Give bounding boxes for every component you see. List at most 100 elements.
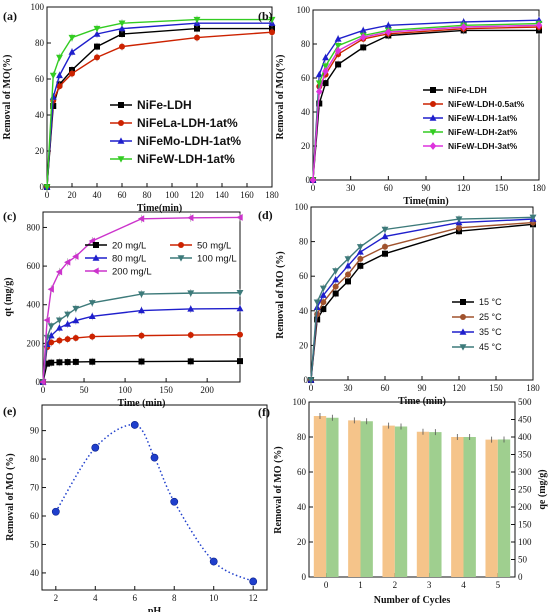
y-tick-label: 40 [301,107,311,117]
data-point [322,80,329,87]
data-point [334,35,342,42]
series-line [46,22,272,188]
data-point [382,243,388,250]
x-tick-label: 5 [496,580,501,590]
bar-removal [382,425,395,577]
data-point [385,28,392,36]
data-point [94,43,100,50]
data-point [187,358,194,365]
legend-entry: 200 mg/L [112,266,152,277]
y-tick-label: 80 [301,39,311,49]
data-point [268,16,276,24]
data-point [93,30,101,37]
x-tick-label: 0 [45,190,50,200]
data-point [344,256,352,263]
data-point [44,360,51,367]
data-point [357,262,364,269]
y-tick-label: 60 [297,467,307,477]
legend-entry: NiFeLa-LDH-1at% [137,116,238,130]
data-point [72,316,80,324]
y-right-tick-label: 200 [518,502,532,512]
data-point [69,70,75,77]
y-tick-label: 40 [299,306,309,316]
y-tick-label: 70 [30,483,40,493]
y-tick-label: 80 [35,38,45,48]
data-point [64,258,71,266]
legend-marker [429,114,437,121]
y-axis-label: Removal of MO (%) [5,453,16,540]
trend-curve [55,424,254,583]
series-0 [308,220,536,384]
legend: 15 °C 25 °C 35 °C 45 °C [452,297,502,352]
data-point [138,306,145,314]
series-line [46,18,272,188]
legend-entry: 15 °C [479,297,502,307]
x-tick-label: 0 [311,183,316,193]
data-point [334,43,342,50]
panel-e: 2 4 6 8 10 12 40 50 60 70 80 90 (e) pH Removal of MO (… [3,404,268,612]
data-point [315,87,323,96]
data-point [319,285,327,292]
legend-marker [117,137,125,144]
legend-marker [459,344,467,351]
x-tick-label: 6 [133,593,138,603]
data-point [119,43,125,50]
data-point [307,377,315,384]
x-axis-label: Number of Cycles [374,595,451,606]
panel-label: (d) [258,208,273,222]
y-tick-label: 60 [299,271,309,281]
data-point [455,216,463,223]
y-tick-label: 20 [297,537,307,547]
series-3 [307,213,537,384]
y-tick-label: 40 [297,502,307,512]
y-tick-label: 60 [30,511,40,521]
legend-entry: NiFeW-LDH-0.5at% [448,99,525,109]
y-tick-label: 90 [30,426,40,436]
data-point [43,316,50,324]
series-line [42,292,241,383]
data-point [187,214,194,222]
legend-entry: 80 mg/L [112,253,146,264]
data-point [332,283,339,290]
x-tick-label: 4 [461,580,466,590]
data-point [456,224,462,231]
y-tick-label: 100 [293,397,307,407]
legend-entry: 35 °C [479,327,502,337]
series-line [312,29,539,181]
x-axis-label: Time (min) [118,398,166,409]
legend-marker [117,156,125,163]
y-tick-label: 20 [301,141,311,151]
data-point [382,250,388,257]
x-tick-label: 8 [172,593,177,603]
legend-marker [93,242,99,248]
series-line [312,22,540,181]
data-point [64,336,71,343]
y-tick-label: 20 [35,146,45,156]
data-point [313,299,321,306]
data-point [88,300,96,307]
plot-frame [310,206,534,381]
x-tick-label: 2 [393,580,398,590]
x-tick-label: 30 [344,383,354,393]
panel-b: 0 30 60 90 120 150 180 0 20 40 60 80 100 (b) Time(min)… [258,5,546,207]
y-right-tick-label: 100 [518,537,532,547]
x-tick-label: 90 [422,183,432,193]
y-tick-label: 600 [27,261,41,271]
panel-label: (e) [3,404,16,418]
y-right-tick-label: 150 [518,520,532,530]
data-point [194,34,200,41]
data-point [529,214,537,221]
bar-removal [485,439,498,577]
y-tick-label: 0 [302,572,307,582]
x-tick-label: 0 [41,385,46,395]
y-tick-label: 80 [299,237,309,247]
panel-a: 0 20 40 60 80 100 120 140 160 180 0 20 40 60 80 100 (a) T… [2,2,279,214]
legend-marker [429,129,437,136]
data-point [48,339,55,346]
data-point [322,67,329,76]
data-point [49,72,57,79]
x-axis-label: Time(min) [403,196,448,207]
data-point [345,278,351,285]
x-tick-label: 80 [143,190,153,200]
